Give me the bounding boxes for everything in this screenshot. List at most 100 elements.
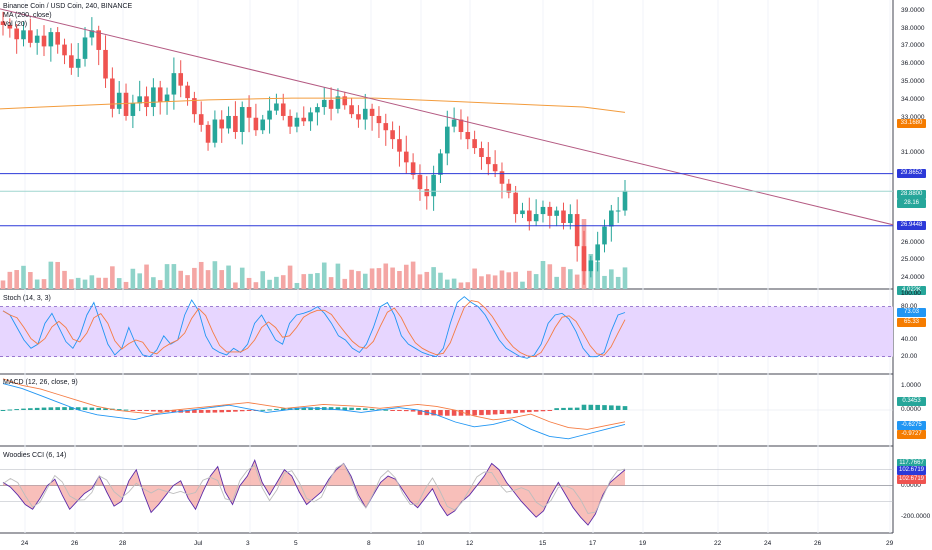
candle-body <box>144 96 149 108</box>
volume-bar <box>0 280 6 289</box>
macd-signal-line <box>2 378 626 430</box>
candle-body <box>171 73 177 95</box>
macd-histogram-bar <box>157 410 163 412</box>
macd-histogram-bar <box>212 410 218 413</box>
stoch-tick: 40.00 <box>901 335 918 343</box>
macd-histogram-bar <box>103 408 108 410</box>
trendline <box>0 8 894 226</box>
cci-pane <box>0 459 893 526</box>
price-badge: 28.8800 <box>897 189 926 199</box>
price-tick: 31.0000 <box>901 149 925 157</box>
volume-bar <box>48 261 54 289</box>
volume-bar <box>554 276 559 289</box>
volume-bar <box>485 274 491 289</box>
macd-legend[interactable]: MACD (12, 26, close, 9) <box>3 379 78 386</box>
macd-histogram-bar <box>506 410 512 414</box>
candle-body <box>62 44 67 56</box>
macd-histogram-bar <box>602 405 607 410</box>
stoch-pane <box>0 296 893 359</box>
price-badge: 26.9448 <box>897 221 926 231</box>
macd-histogram-bar <box>547 410 553 411</box>
volume-bar <box>130 268 136 289</box>
macd-histogram-bar <box>615 405 621 410</box>
candle-body <box>438 153 443 175</box>
volume-bar <box>321 262 327 289</box>
time-tick: 17 <box>589 540 597 547</box>
volume-bar <box>253 282 259 289</box>
macd-histogram-bar <box>69 407 74 410</box>
candle-body <box>315 107 320 113</box>
macd-histogram-bar <box>233 410 238 412</box>
volume-bar <box>506 272 512 289</box>
price-tick: 36.0000 <box>901 60 925 68</box>
candle-body <box>527 210 532 222</box>
volume-bar <box>164 264 170 289</box>
macd-histogram-bar <box>116 409 122 411</box>
macd-tick: 1.0000 <box>901 382 921 389</box>
volume-bar <box>294 282 300 289</box>
candle-body <box>103 49 108 79</box>
volume-bar <box>383 263 389 289</box>
macd-histogram-bar <box>226 410 231 413</box>
macd-histogram-bar <box>595 404 600 410</box>
volume-bar <box>267 279 272 289</box>
macd-histogram-bar <box>192 410 197 413</box>
candle-body <box>226 115 231 129</box>
macd-histogram-bar <box>96 407 101 410</box>
candle-body <box>328 99 334 109</box>
price-badge: 29.8652 <box>897 169 926 179</box>
volume-bar <box>465 282 471 289</box>
macd-histogram-bar <box>0 410 6 411</box>
volume-bar <box>246 277 252 289</box>
candle-body <box>595 244 600 261</box>
ma-legend[interactable]: MA (200, close) <box>3 12 52 19</box>
candle-body <box>233 115 238 133</box>
macd-histogram-bar <box>308 407 313 410</box>
volume-bar <box>151 277 156 289</box>
candle-body <box>14 28 19 40</box>
volume-bar <box>198 261 204 289</box>
cci-legend[interactable]: Woodies CCI (6, 14) <box>3 452 67 459</box>
macd-histogram-bar <box>28 408 33 410</box>
macd-histogram-bar <box>527 410 532 413</box>
price-tick: 38.0000 <box>901 24 925 32</box>
candle-body <box>513 192 518 215</box>
vol-legend[interactable]: Vol (20) <box>3 21 28 28</box>
candle-body <box>431 174 436 197</box>
stoch-legend[interactable]: Stoch (14, 3, 3) <box>3 295 51 302</box>
candle-body <box>554 210 559 216</box>
volume-bar <box>403 264 409 289</box>
macd-histogram-bar <box>198 410 204 413</box>
macd-histogram-bar <box>581 404 587 410</box>
volume-bar <box>185 275 190 289</box>
candle-body <box>547 206 553 216</box>
time-tick: Jul <box>194 540 203 547</box>
candle-body <box>185 85 190 99</box>
volume-bar <box>356 271 361 289</box>
volume-bar <box>75 277 81 289</box>
macd-tick: 0.0000 <box>901 406 921 413</box>
candle-body <box>7 24 13 29</box>
candle-body <box>48 32 54 47</box>
macd-line <box>2 383 626 440</box>
candle-body <box>280 103 286 116</box>
volume-bar <box>308 273 313 289</box>
macd-histogram-bar <box>328 407 334 410</box>
candle-body <box>472 139 477 149</box>
macd-histogram-bar <box>342 407 348 410</box>
macd-histogram-bar <box>588 404 594 410</box>
symbol-title[interactable]: Binance Coin / USD Coin, 240, BINANCE <box>3 3 133 10</box>
macd-histogram-bar <box>55 407 60 410</box>
macd-pane <box>0 378 893 440</box>
macd-histogram-bar <box>7 409 13 411</box>
price-tick: 24.0000 <box>901 274 925 282</box>
cci-badge: 117.7667 <box>897 458 926 468</box>
volume-bar <box>34 279 40 289</box>
macd-histogram-bar <box>479 410 484 416</box>
macd-histogram-bar <box>533 410 539 412</box>
volume-bar <box>260 271 266 289</box>
macd-histogram-bar <box>41 407 47 410</box>
volume-bar <box>205 270 211 289</box>
macd-histogram-bar <box>369 408 375 410</box>
